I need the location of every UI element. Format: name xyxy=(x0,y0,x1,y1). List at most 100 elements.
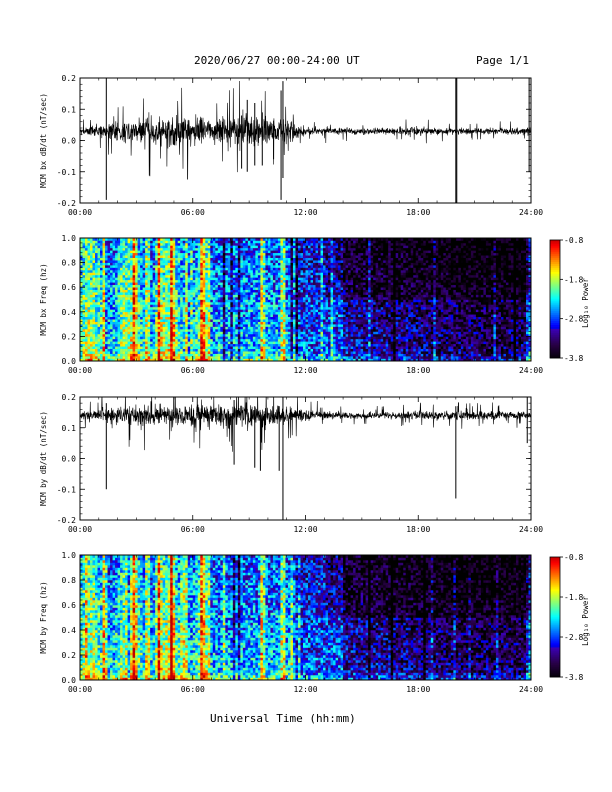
heatmap-cell xyxy=(80,306,83,310)
heatmap-cell xyxy=(162,269,166,273)
heatmap-cell xyxy=(320,274,324,278)
heatmap-cell xyxy=(190,238,194,241)
heatmap-cell xyxy=(125,336,128,340)
heatmap-cell xyxy=(167,299,171,303)
heatmap-cell xyxy=(187,277,191,281)
heatmap-cell xyxy=(217,358,221,361)
heatmap-cell xyxy=(122,321,126,325)
heatmap-cell xyxy=(300,274,304,278)
heatmap-cell xyxy=(145,238,148,241)
heatmap-cell xyxy=(85,338,88,342)
heatmap-cell xyxy=(132,274,136,278)
heatmap-cell xyxy=(190,274,194,278)
heatmap-cell xyxy=(210,348,214,352)
heatmap-cell xyxy=(145,341,148,345)
heatmap-cell xyxy=(207,358,211,361)
heatmap-cell xyxy=(242,274,246,278)
heatmap-cell xyxy=(155,314,158,318)
heatmap-cell xyxy=(210,346,214,349)
heatmap-cell xyxy=(235,267,239,271)
heatmap-cell xyxy=(205,321,209,325)
heatmap-cell xyxy=(262,260,266,263)
heatmap-cell xyxy=(262,326,266,330)
heatmap-cell xyxy=(127,289,131,293)
heatmap-cell xyxy=(282,329,286,332)
heatmap-cell xyxy=(205,279,209,283)
heatmap-cell xyxy=(257,269,261,273)
heatmap-cell xyxy=(240,356,244,359)
heatmap-cell xyxy=(217,292,221,295)
heatmap-cell xyxy=(300,287,304,290)
heatmap-cell xyxy=(145,289,148,293)
heatmap-cell xyxy=(90,336,93,340)
heatmap-cell xyxy=(102,321,106,325)
heatmap-cell xyxy=(232,257,236,261)
heatmap-cell xyxy=(105,299,108,303)
heatmap-cell xyxy=(137,238,141,241)
heatmap-cell xyxy=(257,294,261,298)
heatmap-cell xyxy=(125,358,128,361)
heatmap-cell xyxy=(305,326,309,330)
heatmap-cell xyxy=(308,272,311,276)
heatmap-cell xyxy=(175,311,179,315)
heatmap-cell xyxy=(97,329,101,332)
heatmap-cell xyxy=(257,247,261,251)
heatmap-cell xyxy=(107,267,111,271)
heatmap-cell xyxy=(127,309,131,313)
heatmap-cell xyxy=(287,250,291,254)
heatmap-cell xyxy=(292,353,296,357)
heatmap-cell xyxy=(280,238,284,241)
heatmap-cell xyxy=(165,319,168,322)
heatmap-cell xyxy=(147,247,151,251)
heatmap-cell xyxy=(260,341,264,345)
heatmap-cell xyxy=(82,314,86,318)
heatmap-cell xyxy=(300,348,304,352)
heatmap-cell xyxy=(80,338,83,342)
heatmap-cell xyxy=(192,333,196,337)
heatmap-cell xyxy=(180,316,184,320)
heatmap-cell xyxy=(165,272,168,276)
heatmap-cell xyxy=(245,240,249,244)
heatmap-cell xyxy=(130,358,133,361)
heatmap-cell xyxy=(305,353,309,357)
heatmap-cell xyxy=(97,309,101,313)
heatmap-cell xyxy=(210,341,214,345)
heatmap-cell xyxy=(260,299,264,303)
heatmap-cell xyxy=(267,309,271,313)
heatmap-cell xyxy=(122,284,126,288)
heatmap-cell xyxy=(117,242,121,246)
heatmap-cell xyxy=(262,356,266,359)
heatmap-cell xyxy=(197,260,201,263)
heatmap-cell xyxy=(135,297,138,300)
heatmap-cell xyxy=(302,356,306,359)
heatmap-cell xyxy=(217,252,221,256)
heatmap-cell xyxy=(135,277,138,281)
heatmap-cell xyxy=(82,287,86,290)
heatmap-cell xyxy=(255,321,259,325)
heatmap-cell xyxy=(112,329,116,332)
heatmap-cell xyxy=(217,279,221,283)
heatmap-cell xyxy=(265,329,269,332)
heatmap-cell xyxy=(165,297,168,300)
heatmap-cell xyxy=(205,250,209,254)
heatmap-cell xyxy=(130,338,133,342)
heatmap-cell xyxy=(160,245,163,249)
heatmap-cell xyxy=(292,356,296,359)
heatmap-cell xyxy=(195,272,199,276)
heatmap-cell xyxy=(277,289,281,293)
heatmap-cell xyxy=(125,351,128,354)
heatmap-cell xyxy=(272,255,276,258)
heatmap-cell xyxy=(112,343,116,347)
heatmap-cell xyxy=(160,301,163,305)
heatmap-cell xyxy=(97,319,101,322)
heatmap-cell xyxy=(217,260,221,263)
heatmap-cell xyxy=(257,257,261,261)
heatmap-cell xyxy=(300,245,304,249)
heatmap-cell xyxy=(292,274,296,278)
heatmap-cell xyxy=(272,336,276,340)
heatmap-cell xyxy=(90,272,93,276)
heatmap-cell xyxy=(227,284,231,288)
heatmap-cell xyxy=(302,292,306,295)
heatmap-cell xyxy=(165,353,168,357)
heatmap-cell xyxy=(290,304,294,308)
